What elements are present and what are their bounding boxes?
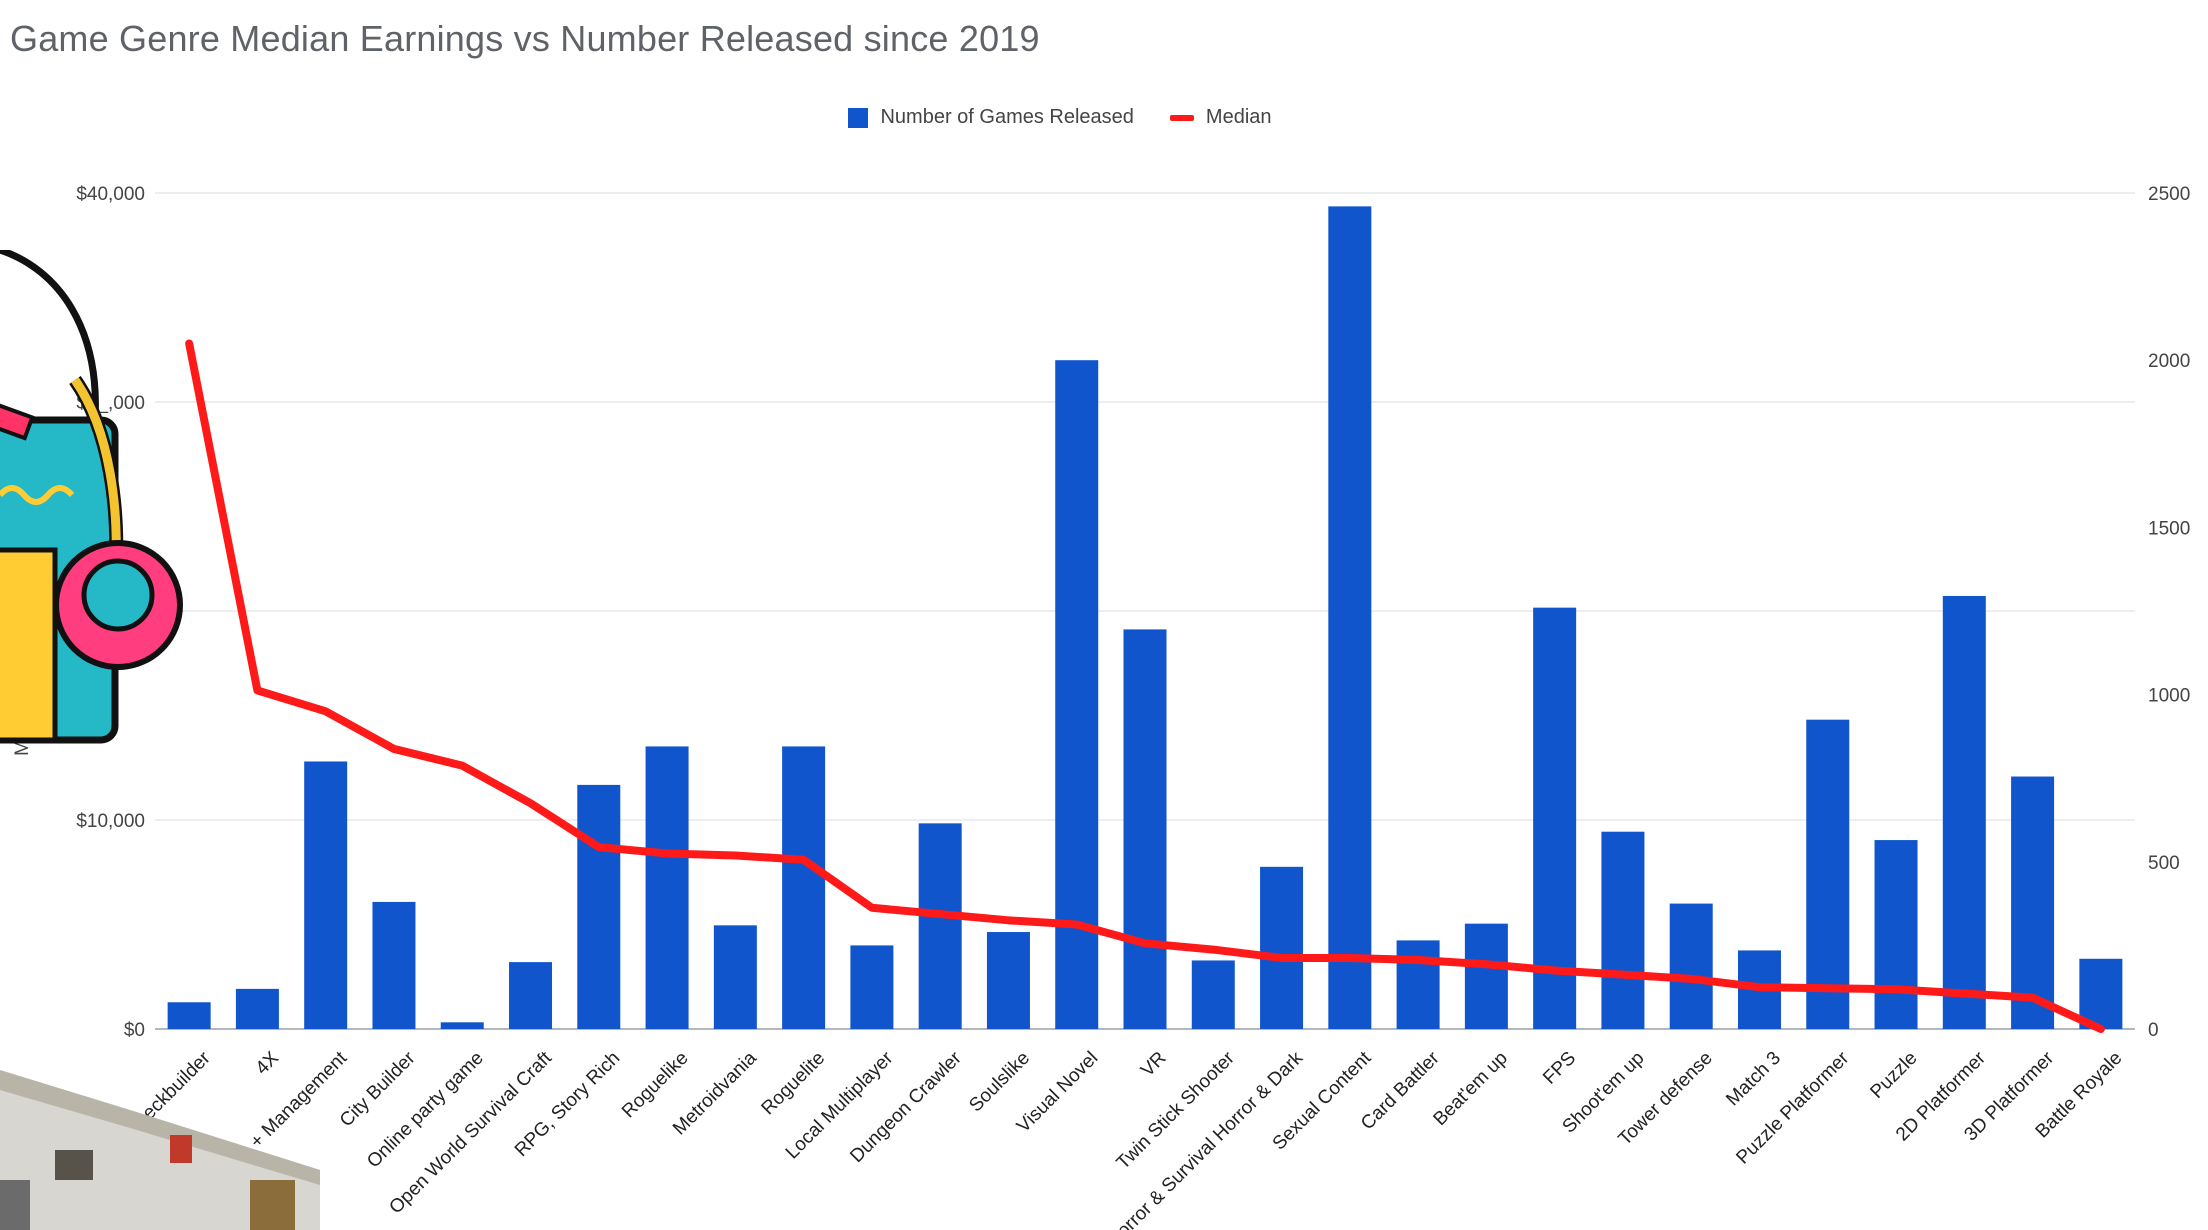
legend-line-swatch-icon <box>1169 114 1194 121</box>
bar <box>440 1022 484 1029</box>
category-tick-label: VR <box>1137 1048 1171 1082</box>
bar <box>1396 940 1440 1029</box>
median-line-series <box>185 339 2105 1033</box>
category-tick-label: Puzzle Platformer <box>1732 1047 1853 1168</box>
bar <box>304 761 348 1029</box>
bar-series <box>167 206 2123 1030</box>
bar <box>1874 840 1918 1029</box>
bar <box>235 988 279 1029</box>
bar <box>2079 958 2123 1029</box>
median-line <box>185 339 2105 1033</box>
bar <box>1328 206 1372 1030</box>
category-tick-label: Soulslike <box>965 1048 1034 1117</box>
category-tick-label: Roguelite <box>758 1048 830 1120</box>
legend-item-games-released[interactable]: Number of Games Released <box>848 106 1134 129</box>
bar <box>1123 629 1167 1029</box>
bar <box>918 823 962 1029</box>
left-axis-tick-label: $40,000 <box>76 184 145 205</box>
left-axis-title: M <box>12 740 33 756</box>
right-axis-tick-label: 500 <box>2148 853 2180 874</box>
left-axis-tick-label: $0 <box>124 1020 145 1041</box>
legend-label-median: Median <box>1205 106 1272 128</box>
bar <box>986 932 1030 1029</box>
bar <box>1669 903 1713 1029</box>
legend-label-games-released: Number of Games Released <box>880 106 1134 128</box>
chart-title: Game Genre Median Earnings vs Number Rel… <box>10 18 1040 59</box>
right-axis: 0 500 1000 1500 2000 2500 <box>2148 184 2190 1041</box>
legend-bar-swatch-icon <box>848 107 869 128</box>
bar <box>1191 960 1235 1029</box>
right-axis-tick-label: 1000 <box>2148 686 2190 707</box>
bar <box>372 901 416 1029</box>
right-axis-tick-label: 2000 <box>2148 351 2190 372</box>
bar <box>2011 776 2055 1029</box>
bar <box>1055 360 1099 1029</box>
category-tick-label: FPS <box>1539 1048 1580 1089</box>
left-axis-tick-label: $10,000 <box>76 811 145 832</box>
bar <box>1533 607 1577 1029</box>
bar <box>509 962 553 1029</box>
bar <box>1942 595 1986 1029</box>
bar <box>1601 831 1645 1029</box>
right-axis-tick-label: 0 <box>2148 1020 2159 1041</box>
legend-item-median[interactable]: Median <box>1169 106 1272 129</box>
category-tick-label: Puzzle <box>1866 1048 1921 1103</box>
category-tick-label: Match 3 <box>1722 1048 1785 1111</box>
bar <box>1806 719 1850 1029</box>
bar <box>713 925 757 1029</box>
right-axis-tick-label: 2500 <box>2148 184 2190 205</box>
building-photo-image <box>0 1070 320 1230</box>
category-tick-label: Beat'em up <box>1430 1048 1512 1130</box>
bar <box>645 746 689 1029</box>
right-axis-tick-label: 1500 <box>2148 518 2190 539</box>
chart-legend: Number of Games Released Median <box>0 106 2120 129</box>
bar <box>577 784 621 1029</box>
category-tick-label: Twin Stick Shooter <box>1113 1047 1240 1174</box>
category-tick-label: Online party game <box>363 1048 488 1173</box>
bar <box>850 945 894 1029</box>
bar <box>1464 923 1508 1029</box>
bar <box>167 1002 211 1029</box>
headphones-sticker-icon <box>0 250 183 744</box>
bar <box>1260 866 1304 1029</box>
bar <box>782 746 826 1029</box>
